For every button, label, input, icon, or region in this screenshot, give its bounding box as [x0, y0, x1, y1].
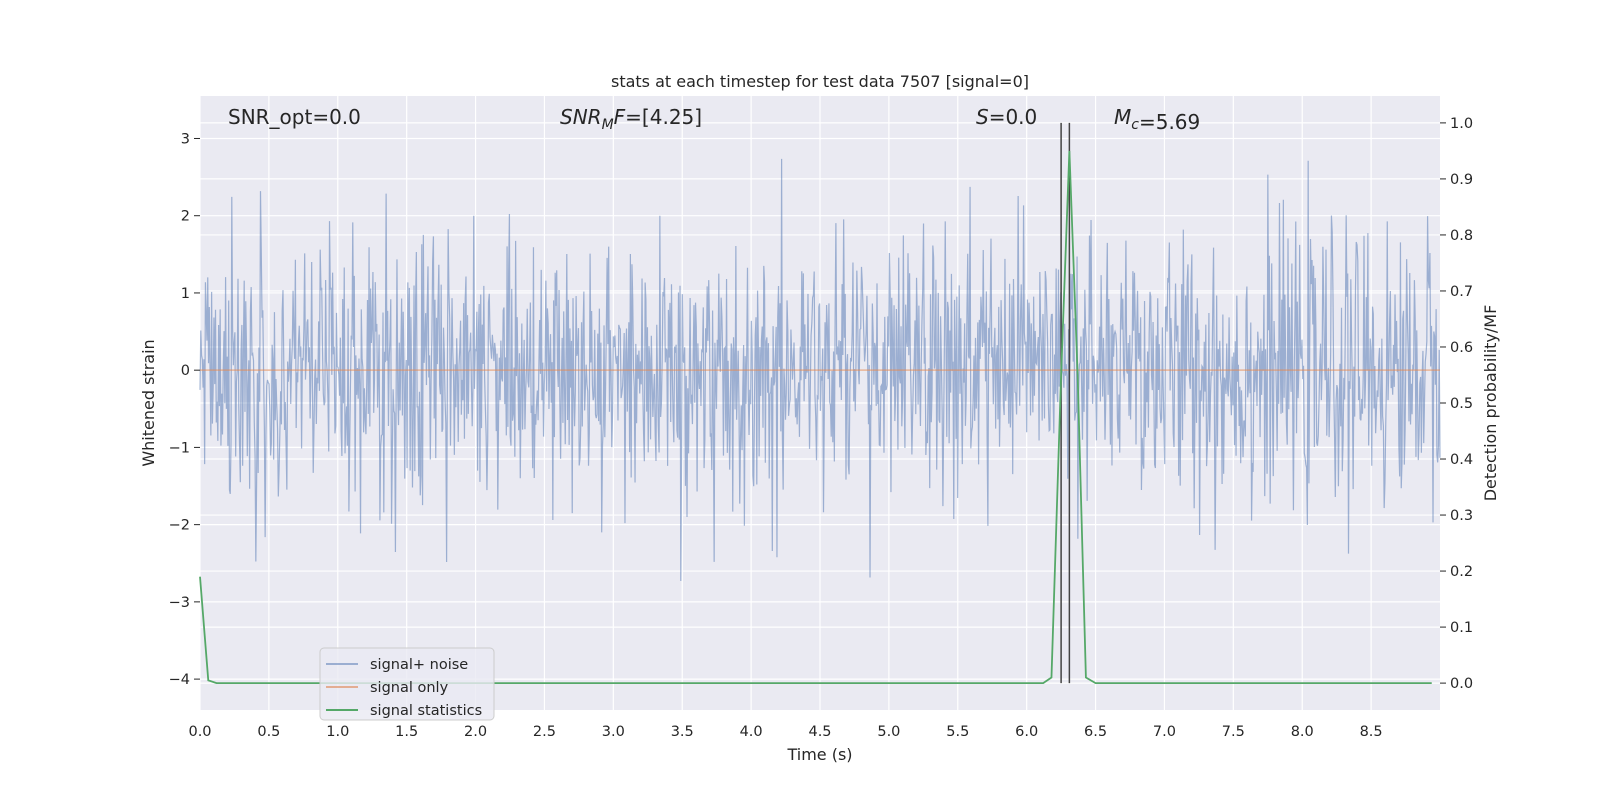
annotations: SNR_opt=0.0 SNRMF=[4.25] S=0.0 Mc=5.69 — [228, 105, 1200, 134]
legend: signal+ noise signal only signal statistic… — [319, 647, 495, 721]
x-tick-label: 3.0 — [602, 724, 625, 740]
x-tick-label: 6.0 — [1015, 724, 1038, 740]
y-left-axis-ticks: 3 2 1 0 −1 −2 −3 −4 — [169, 131, 200, 688]
signal-statistics-series — [199, 150, 1432, 685]
y-right-tick-label: 0.7 — [1450, 284, 1473, 300]
x-tick-label: 4.5 — [808, 724, 831, 740]
x-tick-label: 3.5 — [671, 724, 694, 740]
y-right-tick-label: 0.1 — [1450, 620, 1473, 636]
y-right-tick-label: 0.0 — [1450, 676, 1473, 692]
x-tick-label: 7.5 — [1222, 724, 1245, 740]
annotation-text: SNRMF=[4.25] — [560, 105, 702, 133]
annotation-text: SNR_opt=0.0 — [228, 105, 361, 129]
x-axis-label: Time (s) — [786, 745, 852, 764]
y-left-tick-label: 3 — [181, 131, 190, 147]
x-tick-label: 5.5 — [946, 724, 969, 740]
y-right-tick-label: 0.5 — [1450, 396, 1473, 412]
y-left-tick-label: 0 — [181, 363, 190, 379]
y-right-axis-ticks: 1.0 0.9 0.8 0.7 0.6 0.5 0.4 0.3 0.2 0.1 0.0 — [1440, 116, 1473, 692]
y-right-tick-label: 0.2 — [1450, 564, 1473, 580]
signal-noise-series — [199, 158, 1441, 582]
signal-statistics-line — [199, 150, 1432, 685]
legend-label: signal statistics — [370, 703, 482, 719]
y-left-tick-label: 1 — [181, 286, 190, 302]
x-tick-label: 8.5 — [1360, 724, 1383, 740]
x-tick-label: 8.0 — [1291, 724, 1314, 740]
y-left-tick-label: 2 — [181, 209, 190, 225]
y-left-axis-label: Whitened strain — [139, 339, 158, 466]
y-left-tick-label: −2 — [169, 518, 190, 534]
signal-noise-line — [199, 158, 1441, 582]
y-right-axis-label: Detection probability/MF — [1481, 305, 1500, 502]
x-tick-label: 5.0 — [877, 724, 900, 740]
y-left-tick-label: −4 — [169, 672, 190, 688]
legend-label: signal only — [370, 680, 449, 696]
y-right-tick-label: 0.4 — [1450, 452, 1473, 468]
y-right-tick-label: 0.3 — [1450, 508, 1473, 524]
chart-title: stats at each timestep for test data 750… — [611, 72, 1029, 91]
annotation-text: Mc=5.69 — [1114, 105, 1200, 134]
x-tick-label: 1.5 — [395, 724, 418, 740]
legend-box — [319, 647, 495, 721]
y-left-tick-label: −1 — [169, 440, 190, 456]
x-tick-label: 6.5 — [1084, 724, 1107, 740]
y-left-tick-label: −3 — [169, 595, 190, 611]
y-right-tick-label: 0.6 — [1450, 340, 1473, 356]
y-right-tick-label: 1.0 — [1450, 116, 1473, 132]
annotation-text: S=0.0 — [976, 105, 1037, 129]
x-tick-label: 4.0 — [740, 724, 763, 740]
y-right-tick-label: 0.9 — [1450, 172, 1473, 188]
x-tick-label: 0.0 — [188, 724, 211, 740]
y-right-tick-label: 0.8 — [1450, 228, 1473, 244]
x-tick-label: 2.0 — [464, 724, 487, 740]
x-tick-label: 2.5 — [533, 724, 556, 740]
x-tick-label: 7.0 — [1153, 724, 1176, 740]
x-tick-label: 1.0 — [326, 724, 349, 740]
x-axis-ticks: 0.0 0.5 1.0 1.5 2.0 2.5 3.0 3.5 4.0 4.5 5.0 5.5 6.0 6… — [188, 724, 1382, 740]
x-tick-label: 0.5 — [257, 724, 280, 740]
legend-label: signal+ noise — [370, 657, 468, 673]
